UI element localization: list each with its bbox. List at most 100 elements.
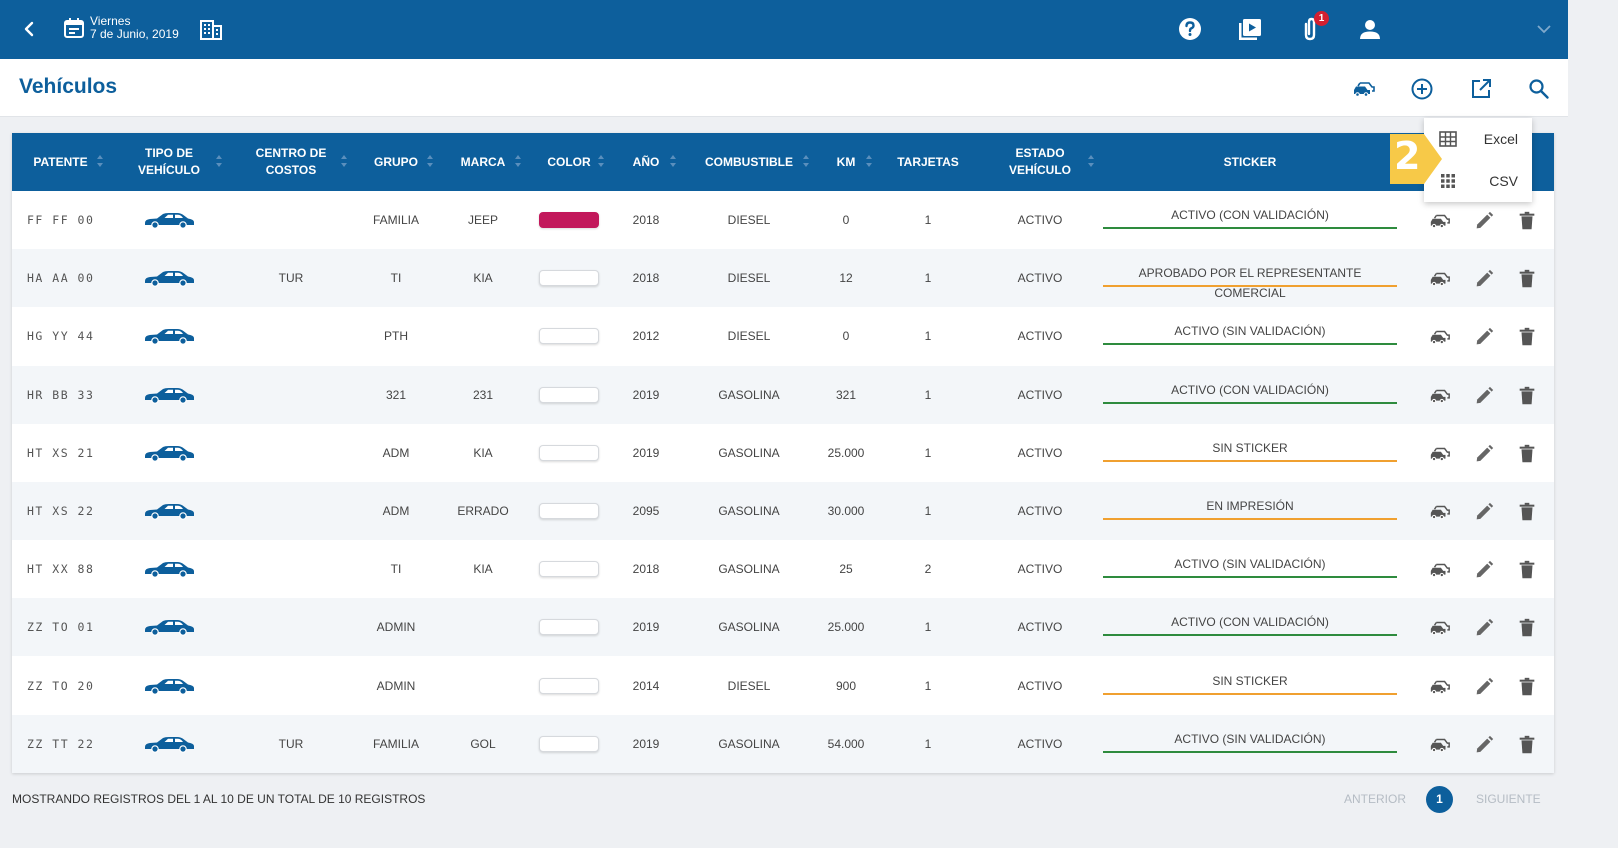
fuel-cell: GASOLINA bbox=[718, 504, 780, 518]
column-header-estado[interactable]: ESTADO VEHÍCULO bbox=[1008, 146, 1071, 177]
notification-badge: 1 bbox=[1314, 11, 1329, 26]
export-icon[interactable] bbox=[1469, 77, 1493, 101]
vehicle-fleet-icon[interactable] bbox=[1429, 326, 1451, 348]
vehicle-type-car-icon bbox=[124, 366, 214, 424]
export-csv-option[interactable]: CSV bbox=[1424, 160, 1532, 202]
sort-arrows-icon[interactable] bbox=[669, 154, 677, 168]
edit-pencil-icon[interactable] bbox=[1473, 210, 1495, 232]
delete-trash-icon[interactable] bbox=[1516, 210, 1538, 232]
delete-trash-icon[interactable] bbox=[1516, 734, 1538, 756]
vehicle-status-cell: ACTIVO bbox=[1017, 620, 1063, 635]
column-header-marca[interactable]: MARCA bbox=[460, 154, 506, 169]
table-row[interactable]: HG YY 44 PTH 2012 DIESEL 0 1 ACTIVO ACTIVO (SIN… bbox=[12, 307, 1554, 365]
calendar-icon[interactable] bbox=[63, 17, 85, 39]
column-header-color[interactable]: COLOR bbox=[547, 154, 591, 169]
column-header-patente[interactable]: PATENTE bbox=[33, 154, 88, 169]
edit-pencil-icon[interactable] bbox=[1473, 617, 1495, 639]
cards-cell: 1 bbox=[924, 387, 932, 402]
vehicle-fleet-icon[interactable] bbox=[1352, 77, 1376, 101]
delete-trash-icon[interactable] bbox=[1516, 559, 1538, 581]
vehicle-fleet-icon[interactable] bbox=[1429, 443, 1451, 465]
delete-trash-icon[interactable] bbox=[1516, 268, 1538, 290]
add-circle-icon[interactable] bbox=[1410, 77, 1434, 101]
user-profile-icon[interactable] bbox=[1357, 16, 1383, 42]
column-header-tipo[interactable]: TIPO DE VEHÍCULO bbox=[137, 146, 200, 177]
plate-cell: HR BB 33 bbox=[27, 387, 95, 402]
color-cell bbox=[539, 424, 599, 482]
edit-pencil-icon[interactable] bbox=[1473, 385, 1495, 407]
export-menu: Excel CSV bbox=[1424, 118, 1532, 202]
cost-center-cell: TUR bbox=[278, 271, 304, 286]
delete-trash-icon[interactable] bbox=[1516, 501, 1538, 523]
sort-arrows-icon[interactable] bbox=[96, 154, 104, 168]
sticker-status: SIN STICKER bbox=[1103, 438, 1397, 462]
delete-trash-icon[interactable] bbox=[1516, 385, 1538, 407]
edit-pencil-icon[interactable] bbox=[1473, 501, 1495, 523]
column-header-sticker[interactable]: STICKER bbox=[1223, 154, 1277, 169]
edit-pencil-icon[interactable] bbox=[1473, 326, 1495, 348]
km-cell: 0 bbox=[842, 329, 850, 344]
table-row[interactable]: HT XS 21 ADM KIA 2019 GASOLINA 25.000 1 ACTIVO S… bbox=[12, 424, 1554, 482]
sort-arrows-icon[interactable] bbox=[426, 154, 434, 168]
vehicle-fleet-icon[interactable] bbox=[1429, 268, 1451, 290]
delete-trash-icon[interactable] bbox=[1516, 443, 1538, 465]
table-row[interactable]: HT XS 22 ADM ERRADO 2095 GASOLINA 30.000 1 ACTI… bbox=[12, 482, 1554, 540]
table-row[interactable]: ZZ TO 01 ADMIN 2019 GASOLINA 25.000 1 ACTIVO AC… bbox=[12, 598, 1554, 657]
sort-arrows-icon[interactable] bbox=[215, 154, 223, 168]
vehicle-fleet-icon[interactable] bbox=[1429, 559, 1451, 581]
back-arrow-icon[interactable] bbox=[19, 19, 39, 39]
column-header-anio[interactable]: AÑO bbox=[632, 154, 660, 169]
sort-arrows-icon[interactable] bbox=[865, 154, 873, 168]
date-text: 7 de Junio, 2019 bbox=[90, 27, 179, 41]
vehicle-fleet-icon[interactable] bbox=[1429, 617, 1451, 639]
help-icon[interactable] bbox=[1177, 16, 1203, 42]
company-building-icon[interactable] bbox=[199, 17, 223, 41]
group-cell: FAMILIA bbox=[372, 736, 419, 751]
sort-arrows-icon[interactable] bbox=[514, 154, 522, 168]
pagination-previous[interactable]: ANTERIOR bbox=[1344, 792, 1407, 806]
attachment-icon[interactable] bbox=[1297, 16, 1323, 42]
vehicle-fleet-icon[interactable] bbox=[1429, 734, 1451, 756]
edit-pencil-icon[interactable] bbox=[1473, 268, 1495, 290]
column-header-tarjetas[interactable]: TARJETAS bbox=[897, 154, 959, 169]
delete-trash-icon[interactable] bbox=[1516, 617, 1538, 639]
table-row[interactable]: ZZ TO 20 ADMIN 2014 DIESEL 900 1 ACTIVO SIN STI… bbox=[12, 657, 1554, 715]
vehicle-fleet-icon[interactable] bbox=[1429, 210, 1451, 232]
vehicle-fleet-icon[interactable] bbox=[1429, 385, 1451, 407]
column-header-centro-costos[interactable]: CENTRO DE COSTOS bbox=[255, 146, 327, 177]
vehicle-type-car-icon bbox=[124, 307, 214, 365]
table-row[interactable]: ZZ TT 22 TUR FAMILIA GOL 2019 GASOLINA 54.000 1… bbox=[12, 714, 1554, 773]
sort-arrows-icon[interactable] bbox=[802, 154, 810, 168]
vehicle-fleet-icon[interactable] bbox=[1429, 501, 1451, 523]
table-row[interactable]: HT XX 88 TI KIA 2018 GASOLINA 25 2 ACTIVO ACTIVO… bbox=[12, 540, 1554, 598]
delete-trash-icon[interactable] bbox=[1516, 326, 1538, 348]
edit-pencil-icon[interactable] bbox=[1473, 734, 1495, 756]
color-swatch bbox=[539, 503, 599, 519]
sort-arrows-icon[interactable] bbox=[1087, 154, 1095, 168]
video-tutorial-icon[interactable] bbox=[1237, 16, 1263, 42]
edit-pencil-icon[interactable] bbox=[1473, 676, 1495, 698]
column-header-grupo[interactable]: GRUPO bbox=[373, 154, 418, 169]
table-row[interactable]: HR BB 33 321 231 2019 GASOLINA 321 1 ACTIVO ACTI… bbox=[12, 365, 1554, 424]
column-header-km[interactable]: KM bbox=[836, 154, 856, 169]
table-row[interactable]: HA AA 00 TUR TI KIA 2018 DIESEL 12 1 ACTIVO APROB… bbox=[12, 249, 1554, 308]
km-cell: 25 bbox=[839, 562, 853, 577]
km-cell: 25.000 bbox=[827, 445, 865, 460]
chevron-down-icon[interactable] bbox=[1535, 20, 1553, 38]
brand-cell: KIA bbox=[473, 445, 493, 460]
pagination-page-1[interactable]: 1 bbox=[1426, 786, 1453, 813]
pagination-next[interactable]: SIGUIENTE bbox=[1476, 792, 1541, 806]
column-header-combustible[interactable]: COMBUSTIBLE bbox=[705, 154, 793, 169]
search-icon[interactable] bbox=[1527, 77, 1551, 101]
vehicle-fleet-icon[interactable] bbox=[1429, 676, 1451, 698]
edit-pencil-icon[interactable] bbox=[1473, 443, 1495, 465]
fuel-cell: GASOLINA bbox=[718, 562, 780, 577]
year-cell: 2019 bbox=[632, 387, 660, 402]
edit-pencil-icon[interactable] bbox=[1473, 559, 1495, 581]
sort-arrows-icon[interactable] bbox=[340, 154, 348, 168]
sort-arrows-icon[interactable] bbox=[597, 154, 605, 168]
table-row[interactable]: FF FF 00 FAMILIA JEEP 2018 DIESEL 0 1 ACTIVO ACT… bbox=[12, 191, 1554, 249]
export-excel-option[interactable]: Excel bbox=[1424, 118, 1532, 160]
current-date[interactable]: Viernes 7 de Junio, 2019 bbox=[90, 15, 179, 41]
delete-trash-icon[interactable] bbox=[1516, 676, 1538, 698]
